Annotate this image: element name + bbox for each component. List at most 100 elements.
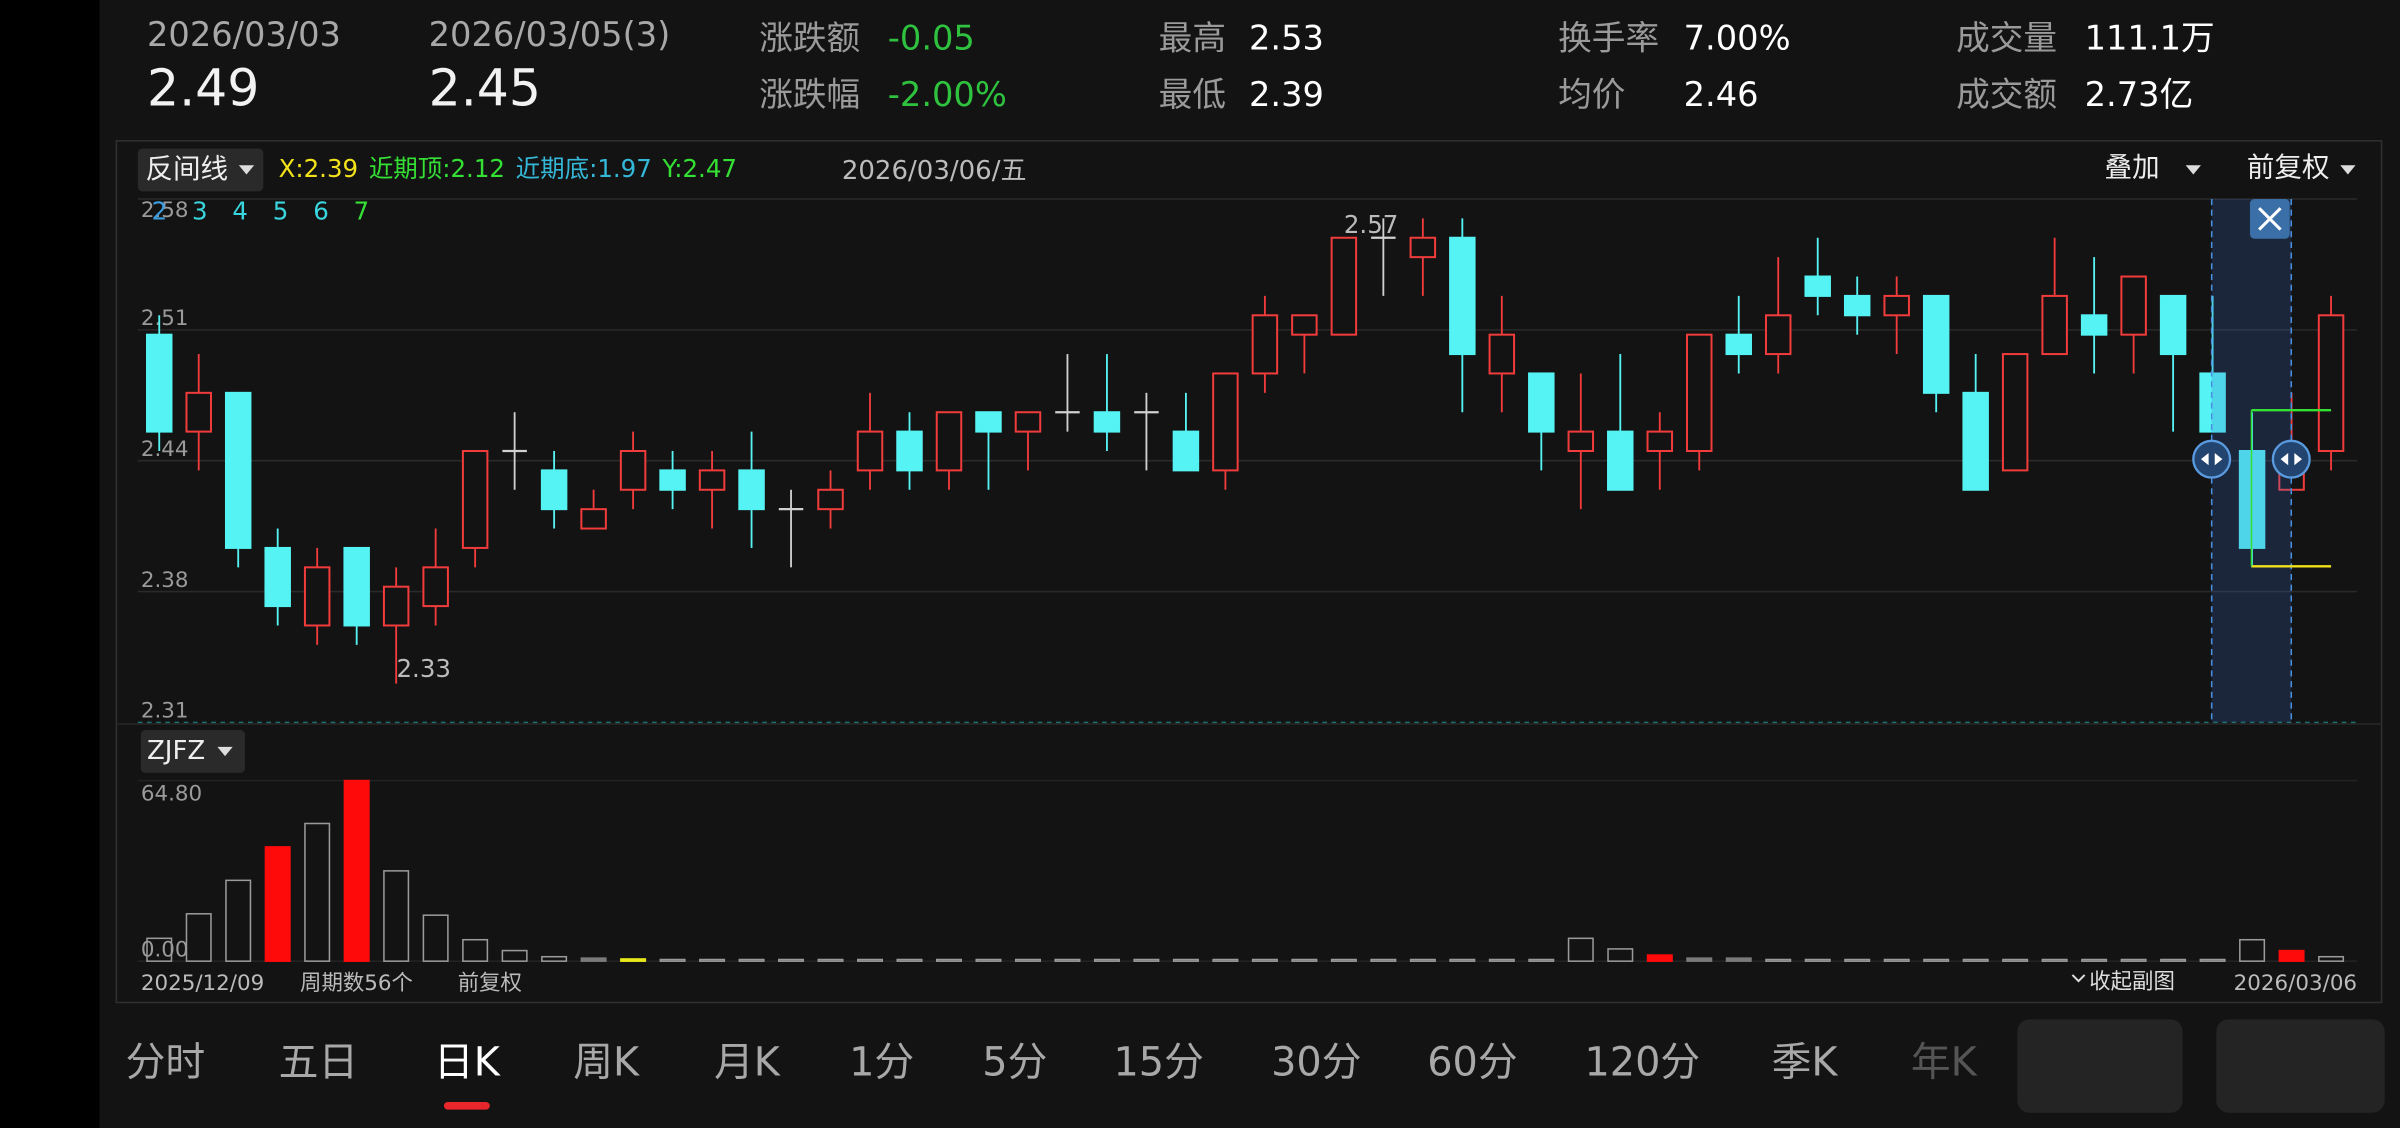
price-a: 2.49: [147, 58, 259, 117]
y-tick-label: 2.38: [141, 568, 189, 593]
volume-bar: [2002, 958, 2029, 962]
candle-body: [1528, 372, 1555, 433]
prev-button[interactable]: [2017, 1019, 2183, 1113]
chart-frame: [115, 140, 2383, 1004]
period-tab[interactable]: 30分: [1271, 1040, 1361, 1086]
period-tab[interactable]: 5分: [982, 1040, 1047, 1086]
volume-bar: [383, 870, 410, 962]
stat-label: 成交额: [1956, 75, 2057, 114]
stat-value: 2.53: [1249, 18, 1324, 57]
volume-bar: [1804, 958, 1831, 962]
volume-bar: [1133, 958, 1160, 962]
period-tab[interactable]: 周K: [573, 1040, 640, 1086]
period-tab[interactable]: 年K: [1911, 1040, 1978, 1086]
stat-value: 7.00%: [1684, 18, 1791, 57]
collapse-subchart[interactable]: 收起副图: [2089, 970, 2175, 995]
candle-body: [1212, 372, 1239, 472]
candle-body: [1725, 333, 1752, 356]
volume-bar: [2199, 958, 2226, 962]
candle-body: [1843, 294, 1871, 317]
volume-bar: [580, 957, 607, 962]
volume-bar: [1607, 948, 1634, 962]
range-handle[interactable]: [2192, 439, 2232, 479]
volume-bar: [1923, 958, 1950, 962]
candle-body: [1567, 430, 1595, 452]
candle-body: [935, 411, 963, 472]
candle-body: [185, 391, 212, 433]
volume-bar: [264, 846, 291, 962]
stat-label: 最高: [1159, 18, 1226, 57]
volume-bar: [1765, 958, 1792, 962]
ma-label: 3: [192, 197, 208, 226]
overlay-menu[interactable]: 叠加: [2105, 151, 2160, 183]
volume-bar: [1212, 958, 1239, 962]
readout: 近期顶:2.12: [369, 154, 505, 183]
range-handle[interactable]: [2271, 439, 2311, 479]
candle-body: [1093, 411, 1121, 433]
subchart-title[interactable]: ZJFZ: [147, 736, 205, 766]
next-button[interactable]: [2216, 1019, 2385, 1113]
volume-bar: [1370, 958, 1397, 962]
volume-bar: [501, 949, 528, 962]
x-tick-label: 2026/03/06: [2234, 971, 2357, 996]
candle-body: [2199, 372, 2226, 433]
volume-bar: [1883, 958, 1910, 962]
candle-body: [1646, 430, 1674, 452]
volume-bar: [1528, 958, 1555, 962]
volume-bar: [304, 822, 331, 962]
volume-bar: [699, 958, 726, 962]
period-tab[interactable]: 1分: [849, 1040, 914, 1086]
stat-label: 换手率: [1558, 18, 1659, 57]
adjust-menu[interactable]: 前复权: [2247, 151, 2330, 183]
period-tab[interactable]: 五日: [279, 1040, 359, 1086]
period-tab[interactable]: 月K: [714, 1040, 781, 1086]
candle-body: [580, 508, 607, 530]
volume-bar: [1844, 958, 1871, 962]
period-tab[interactable]: 120分: [1584, 1040, 1700, 1086]
candle-body: [343, 546, 370, 627]
date-b: 2026/03/05(3): [429, 15, 671, 54]
subchart-footer: 周期数56个: [300, 971, 413, 996]
candle-body: [1409, 236, 1437, 259]
period-tab[interactable]: 季K: [1772, 1040, 1839, 1086]
candle-body: [1686, 333, 1713, 452]
candle-body: [1804, 275, 1831, 297]
period-tab[interactable]: 60分: [1427, 1040, 1517, 1086]
ma-label: 6: [313, 197, 329, 226]
candle-body: [264, 546, 291, 608]
stat-value: 2.46: [1684, 75, 1759, 114]
dropdown-arrow: [238, 165, 255, 175]
volume-bar: [343, 779, 370, 962]
candle-body: [1014, 411, 1042, 433]
candle-body: [1291, 314, 1318, 336]
stat-value: 111.1万: [2085, 18, 2215, 57]
volume-bar: [817, 958, 844, 962]
candle-body: [2041, 294, 2068, 356]
subchart-title-box[interactable]: [140, 730, 245, 773]
volume-bar: [620, 958, 647, 962]
candle-body: [1172, 430, 1200, 472]
stat-label: 涨跌幅: [759, 75, 860, 114]
dropdown-arrow: [2185, 165, 2201, 175]
volume-bar: [1646, 954, 1673, 962]
period-tab[interactable]: 分时: [126, 1040, 206, 1086]
volume-bar: [778, 958, 805, 962]
stat-value: -2.00%: [888, 75, 1007, 114]
indicator-box[interactable]: [137, 148, 264, 192]
period-tab[interactable]: 日K: [434, 1040, 501, 1086]
volume-bar: [659, 958, 686, 962]
volume-bar: [2160, 958, 2187, 962]
indicator-name[interactable]: 反间线: [145, 153, 228, 185]
stat-label: 最低: [1159, 75, 1226, 114]
candle-body: [659, 469, 686, 491]
y-tick-label: 2.58: [141, 198, 189, 223]
volume-bar: [1725, 957, 1752, 962]
period-tab[interactable]: 15分: [1113, 1040, 1203, 1086]
volume-bar: [541, 955, 568, 962]
dropdown-arrow: [2340, 165, 2356, 175]
readout: X:2.39: [279, 154, 359, 183]
volume-bar: [2318, 955, 2345, 962]
candle-body: [422, 566, 449, 608]
